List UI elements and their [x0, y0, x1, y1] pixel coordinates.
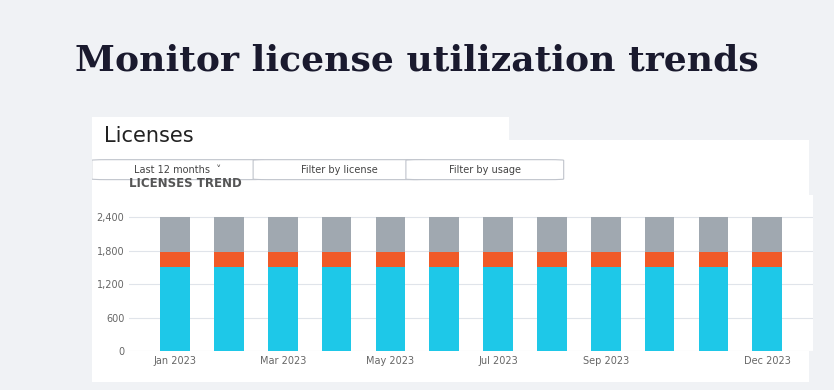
Bar [591, 252, 620, 268]
Bar [375, 252, 405, 268]
Bar [430, 252, 459, 268]
Bar [268, 268, 298, 351]
Bar [645, 268, 675, 351]
Bar [322, 217, 351, 252]
Bar [752, 252, 782, 268]
Bar [214, 268, 244, 351]
Bar [752, 268, 782, 351]
Bar [375, 217, 405, 252]
Bar [375, 268, 405, 351]
Bar [752, 217, 782, 252]
Bar [537, 252, 567, 268]
Bar [591, 217, 620, 252]
Text: Filter by usage: Filter by usage [449, 165, 520, 175]
Bar [645, 217, 675, 252]
Bar [699, 252, 728, 268]
Bar [160, 268, 190, 351]
Bar [537, 268, 567, 351]
Text: LICENSES TREND: LICENSES TREND [129, 177, 242, 190]
FancyBboxPatch shape [84, 138, 816, 385]
Bar [484, 252, 513, 268]
Bar [268, 252, 298, 268]
Text: Last 12 months  ˅: Last 12 months ˅ [134, 165, 221, 175]
Bar [484, 217, 513, 252]
Bar [160, 252, 190, 268]
Bar [484, 268, 513, 351]
Bar [537, 217, 567, 252]
Bar [699, 217, 728, 252]
Bar [430, 217, 459, 252]
Bar [214, 252, 244, 268]
Bar [160, 217, 190, 252]
FancyBboxPatch shape [92, 160, 264, 180]
Bar [214, 217, 244, 252]
Bar [430, 268, 459, 351]
Text: Filter by license: Filter by license [301, 165, 378, 175]
FancyBboxPatch shape [406, 160, 564, 180]
Bar [268, 217, 298, 252]
Bar [322, 268, 351, 351]
Bar [591, 268, 620, 351]
FancyBboxPatch shape [254, 160, 425, 180]
Bar [699, 268, 728, 351]
Text: Monitor license utilization trends: Monitor license utilization trends [75, 43, 759, 78]
Text: Licenses: Licenses [104, 126, 193, 147]
Bar [322, 252, 351, 268]
Bar [645, 252, 675, 268]
